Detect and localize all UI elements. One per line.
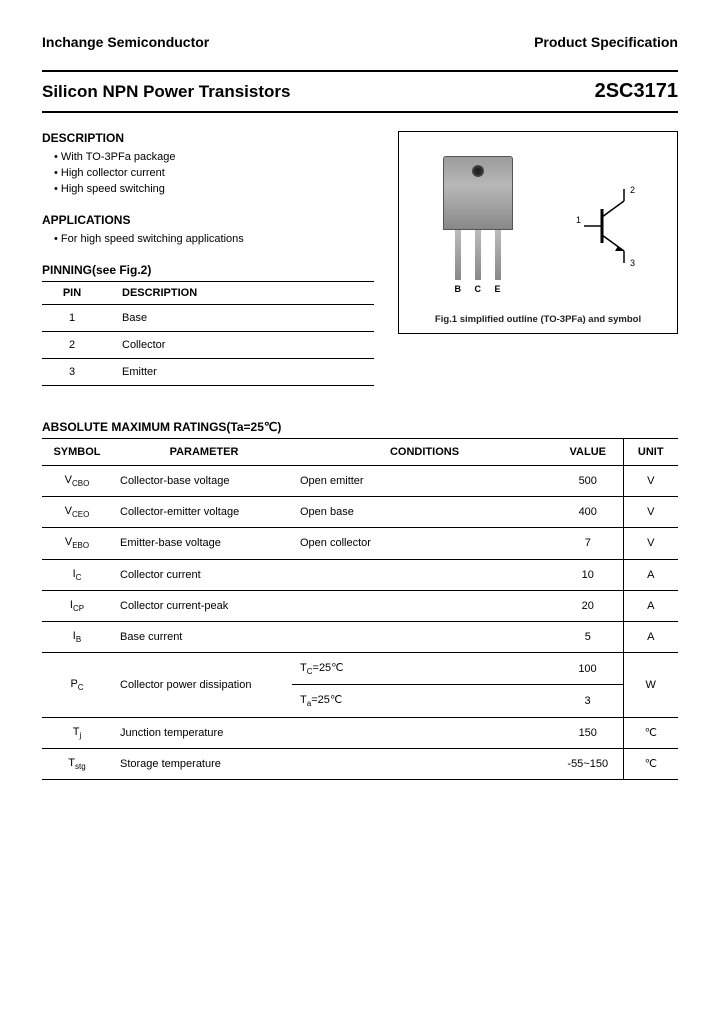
amr-value: 7: [553, 528, 623, 559]
amr-param: Collector-base voltage: [112, 466, 292, 497]
table-row: 1Base: [42, 305, 374, 332]
amr-col-header: CONDITIONS: [292, 439, 553, 466]
amr-symbol: Tstg: [42, 748, 112, 779]
amr-value: 150: [553, 717, 623, 748]
amr-value: -55~150: [553, 748, 623, 779]
amr-symbol: ICP: [42, 590, 112, 621]
description-list: With TO-3PFa package High collector curr…: [54, 149, 374, 197]
amr-symbol: PC: [42, 653, 112, 717]
pin-num: 2: [42, 332, 102, 359]
amr-unit: ℃: [623, 717, 678, 748]
part-number: 2SC3171: [595, 80, 678, 103]
amr-cond: [292, 717, 553, 748]
amr-symbol: IB: [42, 621, 112, 652]
amr-value: 5: [553, 621, 623, 652]
amr-unit: W: [623, 653, 678, 717]
amr-param: Collector current-peak: [112, 590, 292, 621]
amr-cond: [292, 590, 553, 621]
applications-item: For high speed switching applications: [54, 231, 374, 247]
applications-heading: APPLICATIONS: [42, 213, 374, 227]
pin-label: B: [455, 284, 462, 294]
table-row: VEBO Emitter-base voltage Open collector…: [42, 528, 678, 559]
pinning-table: PIN DESCRIPTION 1Base2Collector3Emitter: [42, 281, 374, 386]
amr-param: Junction temperature: [112, 717, 292, 748]
pin-label: C: [475, 284, 482, 294]
amr-unit: ℃: [623, 748, 678, 779]
amr-param: Storage temperature: [112, 748, 292, 779]
amr-unit: V: [623, 466, 678, 497]
amr-cond: Open emitter: [292, 466, 553, 497]
table-row: ICP Collector current-peak 20 A: [42, 590, 678, 621]
amr-unit: V: [623, 528, 678, 559]
doc-type: Product Specification: [534, 34, 678, 50]
table-row: PC Collector power dissipation TC=25℃100…: [42, 653, 678, 717]
amr-symbol: VCBO: [42, 466, 112, 497]
product-line: Silicon NPN Power Transistors: [42, 82, 290, 102]
pin-desc: Collector: [102, 332, 374, 359]
figure-caption: Fig.1 simplified outline (TO-3PFa) and s…: [407, 314, 669, 325]
figure-box: B C E 2 1 3 Fig.1 simplified outl: [398, 131, 678, 334]
package-outline: B C E: [433, 156, 523, 296]
pin-desc: Emitter: [102, 359, 374, 386]
amr-col-header: UNIT: [623, 439, 678, 466]
amr-cond: [292, 559, 553, 590]
svg-text:1: 1: [576, 215, 581, 225]
header: Inchange Semiconductor Product Specifica…: [42, 34, 678, 50]
amr-symbol: VCEO: [42, 497, 112, 528]
pinning-heading: PINNING(see Fig.2): [42, 263, 374, 277]
amr-unit: A: [623, 621, 678, 652]
description-item: With TO-3PFa package: [54, 149, 374, 165]
svg-text:3: 3: [630, 258, 635, 268]
amr-param: Base current: [112, 621, 292, 652]
amr-heading: ABSOLUTE MAXIMUM RATINGS(Ta=25℃): [42, 420, 678, 434]
table-row: IC Collector current 10 A: [42, 559, 678, 590]
transistor-symbol-icon: 2 1 3: [574, 181, 644, 271]
amr-value: 10: [553, 559, 623, 590]
pin-num: 1: [42, 305, 102, 332]
svg-text:2: 2: [630, 185, 635, 195]
description-heading: DESCRIPTION: [42, 131, 374, 145]
amr-value: 500: [553, 466, 623, 497]
table-row: Tj Junction temperature 150 ℃: [42, 717, 678, 748]
amr-unit: A: [623, 559, 678, 590]
pin-label: E: [495, 284, 501, 294]
amr-cond: [292, 748, 553, 779]
description-item: High collector current: [54, 165, 374, 181]
pin-col-header: PIN: [42, 282, 102, 305]
table-row: IB Base current 5 A: [42, 621, 678, 652]
amr-col-header: PARAMETER: [112, 439, 292, 466]
amr-cond: Open base: [292, 497, 553, 528]
company-name: Inchange Semiconductor: [42, 34, 209, 50]
amr-param: Collector current: [112, 559, 292, 590]
amr-cond: [292, 621, 553, 652]
table-row: VCEO Collector-emitter voltage Open base…: [42, 497, 678, 528]
amr-col-header: VALUE: [553, 439, 623, 466]
applications-list: For high speed switching applications: [54, 231, 374, 247]
table-row: VCBO Collector-base voltage Open emitter…: [42, 466, 678, 497]
amr-symbol: Tj: [42, 717, 112, 748]
amr-param: Emitter-base voltage: [112, 528, 292, 559]
pin-col-header: DESCRIPTION: [102, 282, 374, 305]
table-row: 3Emitter: [42, 359, 374, 386]
amr-symbol: VEBO: [42, 528, 112, 559]
amr-value: 400: [553, 497, 623, 528]
amr-col-header: SYMBOL: [42, 439, 112, 466]
amr-unit: V: [623, 497, 678, 528]
title-bar: Silicon NPN Power Transistors 2SC3171: [42, 70, 678, 113]
table-row: Tstg Storage temperature -55~150 ℃: [42, 748, 678, 779]
amr-cond: Open collector: [292, 528, 553, 559]
amr-table: SYMBOL PARAMETER CONDITIONS VALUE UNIT V…: [42, 438, 678, 780]
pin-num: 3: [42, 359, 102, 386]
description-item: High speed switching: [54, 181, 374, 197]
amr-value: 20: [553, 590, 623, 621]
amr-param: Collector power dissipation: [112, 653, 292, 717]
table-row: 2Collector: [42, 332, 374, 359]
amr-param: Collector-emitter voltage: [112, 497, 292, 528]
amr-unit: A: [623, 590, 678, 621]
pin-desc: Base: [102, 305, 374, 332]
amr-symbol: IC: [42, 559, 112, 590]
